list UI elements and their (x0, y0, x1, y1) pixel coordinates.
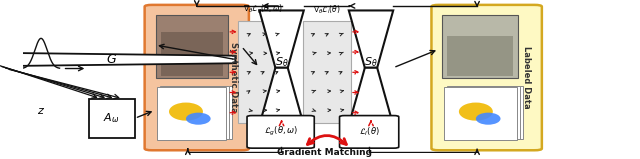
Ellipse shape (476, 113, 500, 125)
FancyBboxPatch shape (163, 86, 232, 139)
Text: $\nabla_\theta\mathcal{L}_l(\theta)$: $\nabla_\theta\mathcal{L}_l(\theta)$ (313, 4, 341, 17)
Text: $A_\omega$: $A_\omega$ (104, 111, 120, 125)
FancyBboxPatch shape (160, 86, 228, 139)
Polygon shape (259, 68, 304, 125)
FancyBboxPatch shape (450, 86, 523, 139)
Ellipse shape (169, 103, 203, 121)
Polygon shape (259, 10, 304, 68)
Text: $G$: $G$ (106, 53, 118, 66)
Text: $\mathcal{L}_l(\theta)$: $\mathcal{L}_l(\theta)$ (359, 126, 380, 138)
FancyBboxPatch shape (247, 116, 314, 148)
FancyBboxPatch shape (340, 116, 399, 148)
FancyBboxPatch shape (444, 87, 517, 140)
Text: $S_\theta$: $S_\theta$ (275, 55, 289, 69)
FancyBboxPatch shape (238, 21, 287, 123)
FancyBboxPatch shape (145, 5, 249, 150)
FancyBboxPatch shape (442, 15, 518, 78)
Polygon shape (0, 53, 236, 66)
Text: Gradient Matching: Gradient Matching (277, 149, 372, 157)
Ellipse shape (459, 103, 493, 121)
FancyBboxPatch shape (157, 87, 226, 140)
Polygon shape (349, 10, 393, 68)
Ellipse shape (186, 113, 211, 125)
Text: $S_\theta$: $S_\theta$ (364, 55, 378, 69)
Text: Labeled Data: Labeled Data (522, 46, 531, 109)
FancyBboxPatch shape (161, 32, 223, 76)
Polygon shape (349, 68, 393, 125)
FancyBboxPatch shape (431, 5, 542, 150)
Text: $\mathcal{L}_g(\theta, \omega)$: $\mathcal{L}_g(\theta, \omega)$ (264, 125, 298, 138)
FancyBboxPatch shape (156, 15, 228, 78)
Text: $\nabla_\theta\mathcal{L}_g(\theta,\omega)$: $\nabla_\theta\mathcal{L}_g(\theta,\omeg… (243, 3, 283, 17)
Text: Synthetic Data: Synthetic Data (229, 42, 238, 113)
FancyBboxPatch shape (303, 21, 351, 123)
FancyBboxPatch shape (88, 99, 135, 138)
FancyBboxPatch shape (447, 86, 520, 139)
FancyBboxPatch shape (447, 35, 513, 76)
Text: $z$: $z$ (37, 106, 45, 116)
